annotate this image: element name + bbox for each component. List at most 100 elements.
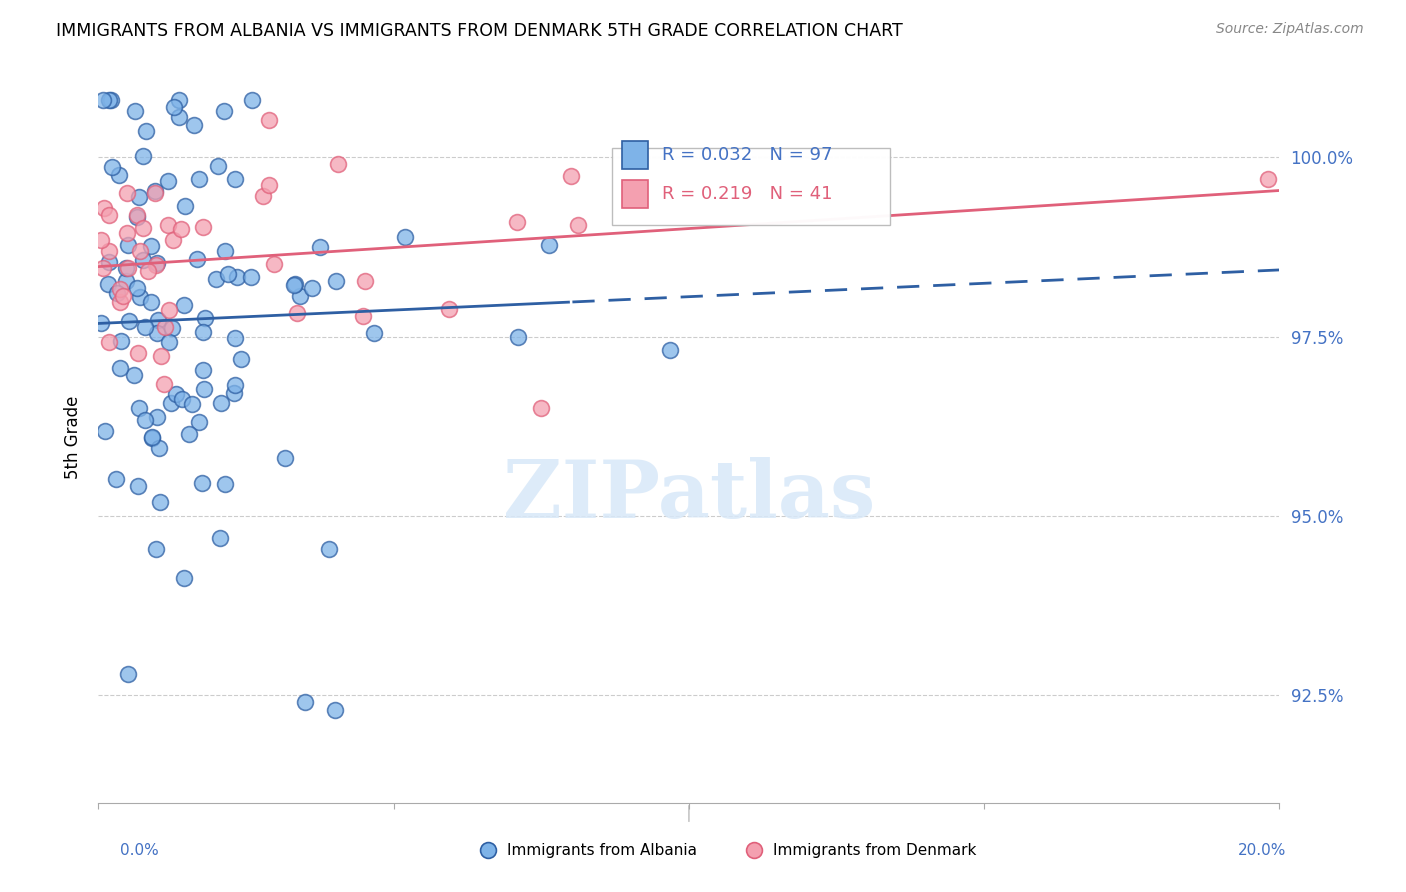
Point (146, 326, 169, 340)
Point (167, 93, 190, 107)
Bar (621, 141, 648, 169)
Point (173, 571, 195, 585)
Point (205, 272, 228, 286)
Point (222, 386, 245, 401)
Point (91, 93, 114, 107)
Point (177, 427, 200, 442)
Point (157, 218, 180, 232)
Point (146, 410, 169, 425)
Point (165, 387, 187, 401)
Text: Immigrants from Denmark: Immigrants from Denmark (773, 843, 976, 858)
Point (97, 277, 120, 291)
Point (284, 277, 307, 292)
Point (194, 310, 217, 325)
Point (148, 441, 170, 455)
Point (283, 277, 305, 292)
Text: Source: ZipAtlas.com: Source: ZipAtlas.com (1216, 22, 1364, 37)
Point (212, 104, 235, 119)
Point (117, 226, 139, 240)
Point (117, 238, 139, 252)
Point (294, 695, 316, 709)
Point (100, 93, 122, 107)
Point (183, 119, 205, 133)
Point (240, 93, 263, 107)
Point (217, 268, 239, 282)
Point (208, 531, 231, 545)
Point (325, 274, 347, 288)
Point (132, 221, 155, 235)
Point (1257, 172, 1279, 186)
Point (128, 190, 150, 204)
Point (658, 343, 681, 358)
Point (193, 382, 215, 396)
Point (117, 666, 139, 681)
Point (117, 261, 139, 276)
Point (207, 159, 229, 173)
Point (108, 294, 131, 309)
Point (308, 240, 330, 254)
Point (318, 542, 340, 557)
Point (90, 233, 112, 247)
Point (537, 237, 560, 252)
Point (257, 178, 280, 192)
Point (141, 239, 163, 253)
Point (326, 157, 349, 171)
Point (162, 321, 184, 335)
Point (508, 329, 530, 343)
Point (353, 274, 375, 288)
Point (135, 123, 157, 137)
Point (214, 244, 236, 258)
Point (187, 415, 209, 429)
Point (530, 401, 553, 416)
Point (93, 201, 115, 215)
Point (138, 264, 160, 278)
Point (128, 290, 150, 304)
Point (181, 397, 204, 411)
Point (163, 100, 186, 114)
Point (149, 495, 172, 509)
Text: IMMIGRANTS FROM ALBANIA VS IMMIGRANTS FROM DENMARK 5TH GRADE CORRELATION CHART: IMMIGRANTS FROM ALBANIA VS IMMIGRANTS FR… (56, 22, 903, 40)
Text: ZIPatlas: ZIPatlas (503, 457, 875, 534)
Point (323, 702, 346, 716)
Point (105, 472, 128, 486)
Point (94, 424, 117, 438)
Point (172, 392, 194, 407)
Point (115, 260, 138, 275)
Point (173, 298, 195, 312)
Point (124, 103, 146, 118)
Point (108, 360, 131, 375)
Point (132, 252, 155, 267)
Point (257, 112, 280, 127)
Point (141, 430, 163, 444)
Point (301, 281, 323, 295)
Point (134, 413, 156, 427)
Point (101, 160, 124, 174)
Bar (621, 180, 648, 208)
Point (149, 349, 172, 363)
Point (214, 476, 236, 491)
Point (134, 320, 156, 334)
Point (193, 325, 215, 339)
Point (159, 396, 181, 410)
Point (145, 541, 167, 556)
Point (108, 168, 131, 182)
Point (153, 319, 176, 334)
Point (288, 288, 311, 302)
Point (188, 172, 211, 186)
Point (115, 186, 138, 200)
Point (224, 378, 246, 392)
Point (141, 431, 163, 445)
FancyBboxPatch shape (612, 148, 890, 225)
Text: R = 0.219   N = 41: R = 0.219 N = 41 (662, 186, 832, 203)
Point (125, 211, 148, 225)
Text: 0.0%: 0.0% (120, 843, 159, 858)
Point (105, 285, 128, 300)
Point (263, 257, 285, 271)
Text: 20.0%: 20.0% (1239, 843, 1286, 858)
Point (122, 368, 145, 383)
Point (191, 219, 214, 234)
Point (139, 294, 162, 309)
Point (191, 363, 214, 377)
Point (98, 208, 121, 222)
Point (186, 252, 208, 267)
